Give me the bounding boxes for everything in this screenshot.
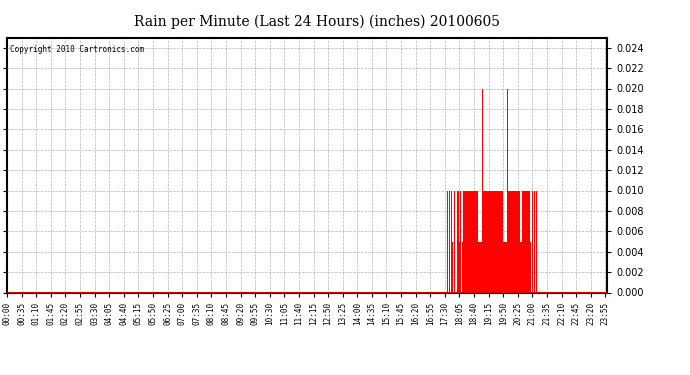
Text: Copyright 2010 Cartronics.com: Copyright 2010 Cartronics.com (10, 45, 144, 54)
Text: Rain per Minute (Last 24 Hours) (inches) 20100605: Rain per Minute (Last 24 Hours) (inches)… (135, 15, 500, 29)
